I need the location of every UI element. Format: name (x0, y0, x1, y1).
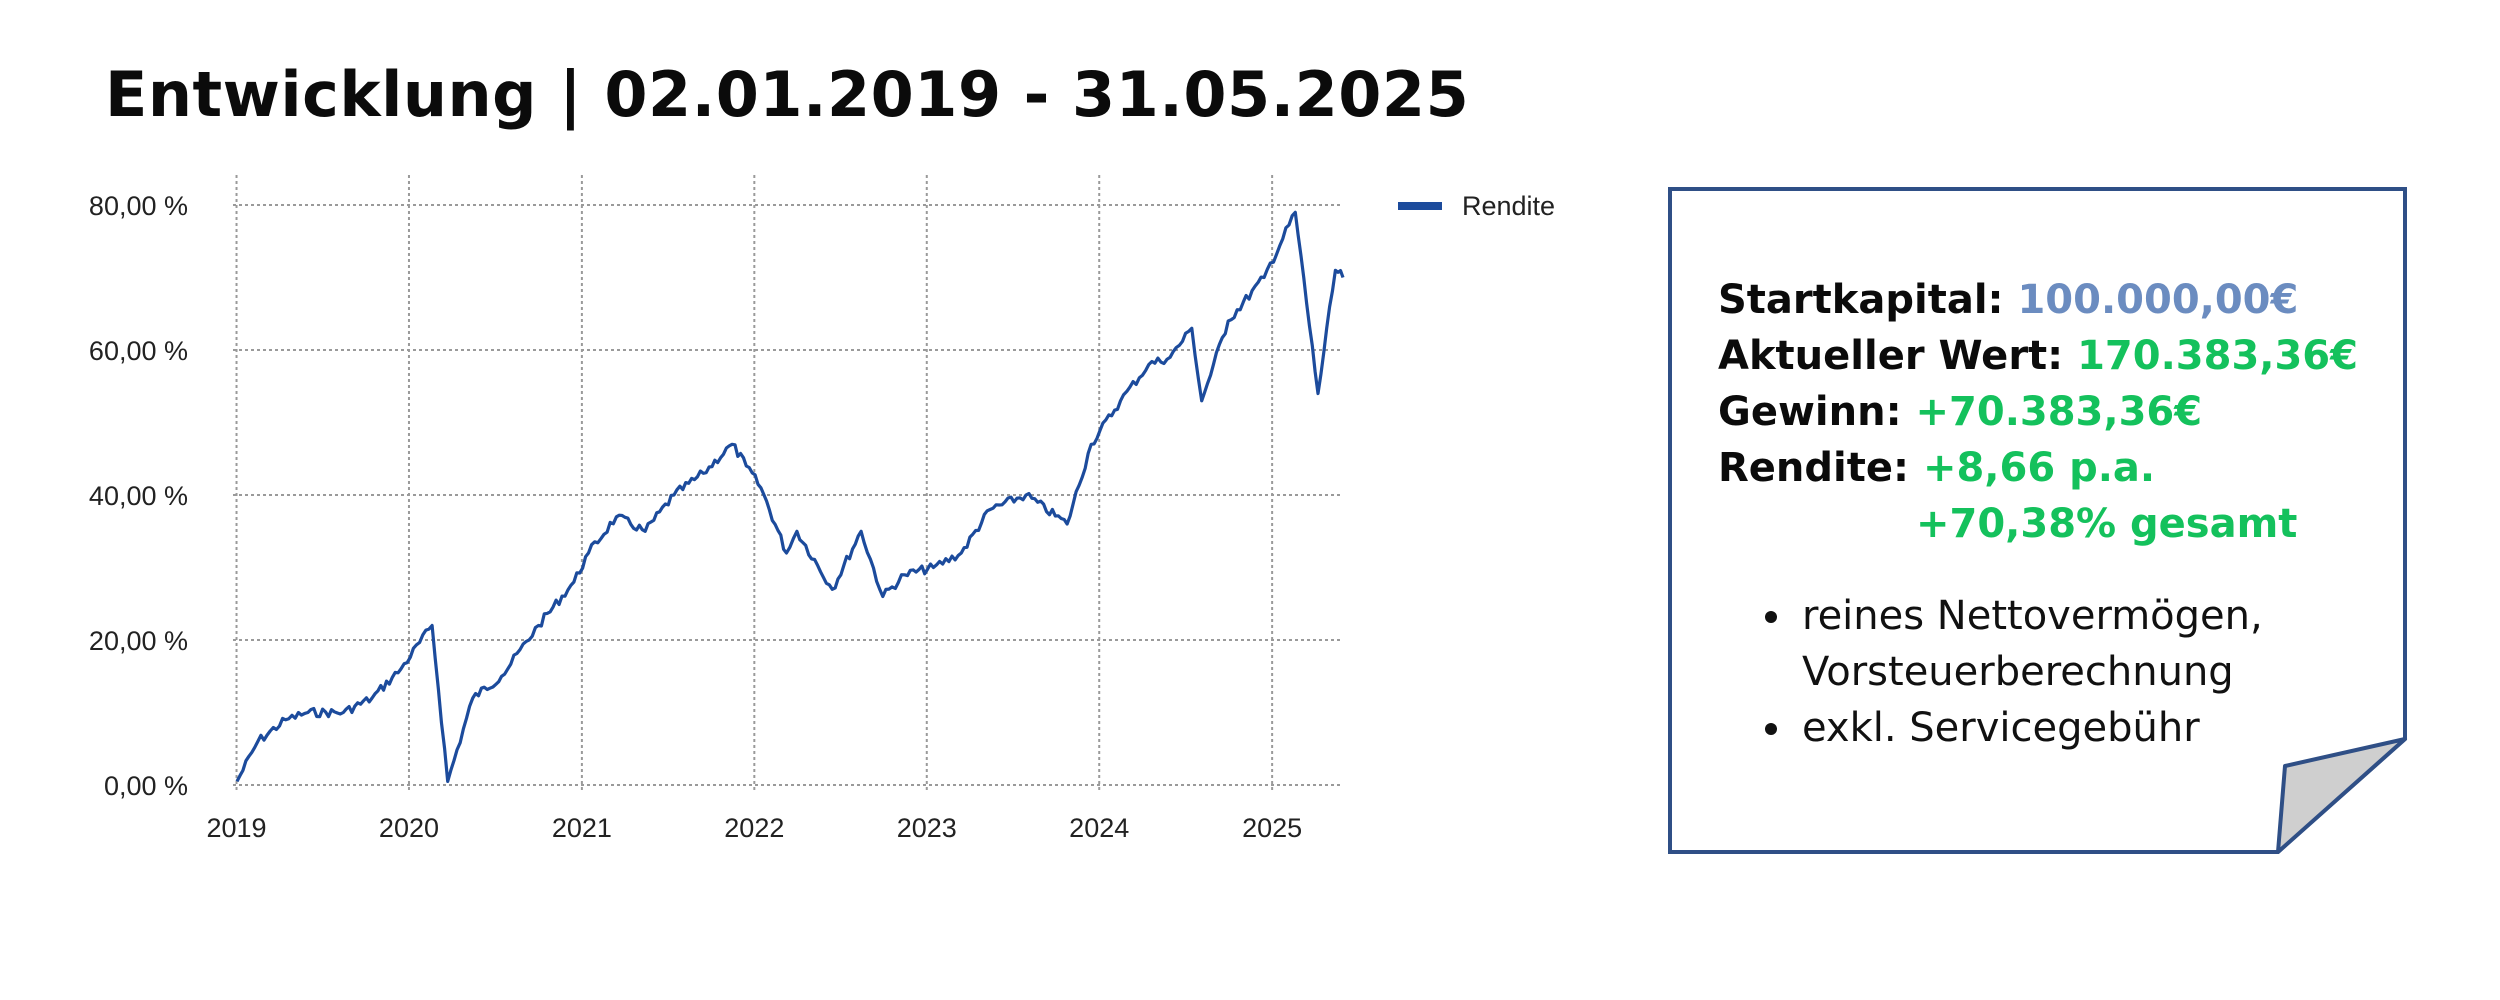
y-tick-label: 0,00 % (104, 771, 188, 801)
startkapital-value: 100.000,00€ (2017, 277, 2299, 323)
startkapital-row: Startkapital: 100.000,00€ (1718, 272, 2398, 328)
x-tick-label: 2025 (1242, 813, 1302, 843)
notes-list-item: exkl. Servicegebühr (1796, 700, 2398, 756)
rendite-series-line (235, 210, 1345, 783)
rendite-total-value: +70,38% gesamt (1916, 501, 2298, 547)
x-tick-label: 2023 (897, 813, 957, 843)
aktueller-wert-label: Aktueller Wert: (1718, 333, 2064, 379)
y-tick-label: 40,00 % (89, 481, 188, 511)
gewinn-value: +70.383,36€ (1915, 389, 2203, 435)
legend-label-rendite: Rendite (1462, 191, 1555, 221)
chart-legend: Rendite (1398, 191, 1555, 221)
x-tick-label: 2021 (552, 813, 612, 843)
chart-grid (233, 175, 1343, 793)
x-tick-label: 2020 (379, 813, 439, 843)
x-tick-label: 2024 (1069, 813, 1129, 843)
x-tick-label: 2022 (724, 813, 784, 843)
page-title: Entwicklung | 02.01.2019 - 31.05.2025 (105, 58, 1470, 131)
aktueller-wert-value: 170.383,36€ (2077, 333, 2358, 379)
notes-list: reines Nettovermögen, Vorsteuerberechnun… (1718, 588, 2398, 756)
rendite-row: Rendite: +8,66 p.a. (1718, 440, 2398, 496)
startkapital-label: Startkapital: (1718, 277, 2004, 323)
rendite-pa-value: +8,66 p.a. (1922, 445, 2156, 491)
y-tick-label: 80,00 % (89, 191, 188, 221)
x-tick-label: 2019 (206, 813, 266, 843)
y-tick-label: 60,00 % (89, 336, 188, 366)
summary-note: Startkapital: 100.000,00€ Aktueller Wert… (1668, 187, 2410, 855)
notes-list-item: reines Nettovermögen, Vorsteuerberechnun… (1796, 588, 2398, 700)
aktueller-wert-row: Aktueller Wert: 170.383,36€ (1718, 328, 2398, 384)
note-frame (1668, 187, 2407, 854)
x-axis-ticks: 2019 2020 2021 2022 2023 2024 2025 (206, 813, 1302, 843)
gewinn-label: Gewinn: (1718, 389, 1902, 435)
line-chart: 0,00 %20,00 %40,00 %60,00 %80,00 % 2019 2… (89, 175, 1555, 843)
page-curl-icon (2276, 737, 2407, 854)
rendite-label: Rendite: (1718, 445, 1909, 491)
rendite-total-row: +70,38% gesamt (1718, 496, 2398, 552)
y-axis-ticks: 0,00 % 20,00 % 40,00 % 60,00 % 80,00 % (89, 191, 188, 801)
gewinn-row: Gewinn: +70.383,36€ (1718, 384, 2398, 440)
y-tick-label: 20,00 % (89, 626, 188, 656)
legend-swatch-rendite (1398, 202, 1442, 210)
